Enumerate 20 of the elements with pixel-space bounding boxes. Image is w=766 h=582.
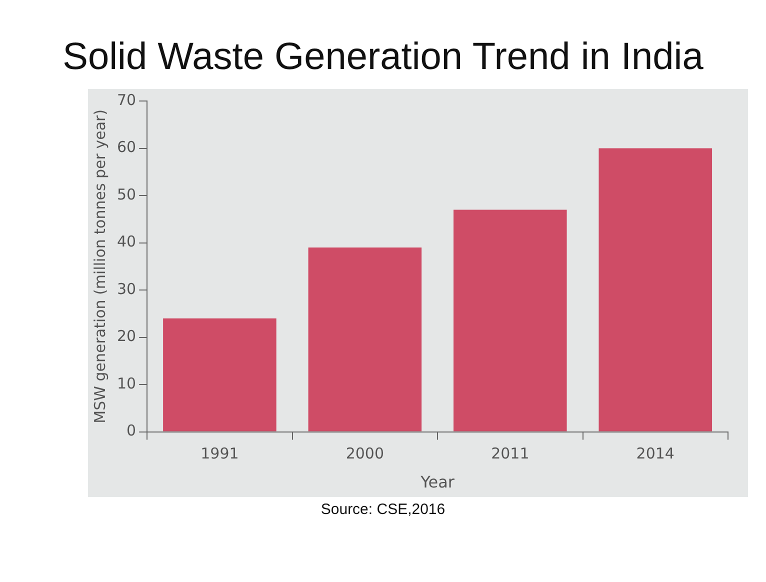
y-tick-label: 40 (116, 232, 136, 251)
y-axis-title: MSW generation (million tonnes per year) (90, 109, 109, 424)
source-note: Source: CSE,2016 (320, 501, 446, 518)
x-axis-title: Year (420, 472, 455, 492)
y-tick-label: 60 (116, 138, 136, 156)
x-tick-label: 1991 (200, 444, 239, 463)
y-tick-label: 20 (116, 327, 136, 346)
bar (163, 318, 276, 432)
y-tick-label: 30 (116, 280, 136, 298)
y-tick-label: 50 (116, 185, 136, 204)
x-tick-label: 2011 (491, 444, 530, 463)
y-tick-label: 10 (116, 374, 136, 392)
bar (454, 210, 567, 432)
bar (598, 148, 712, 432)
bar (308, 247, 422, 432)
y-tick-label: 70 (116, 90, 136, 109)
x-tick-label: 2000 (346, 444, 384, 463)
y-tick-label: 0 (126, 422, 136, 440)
chart-title: Solid Waste Generation Trend in India (62, 36, 704, 79)
x-tick-label: 2014 (636, 444, 674, 463)
